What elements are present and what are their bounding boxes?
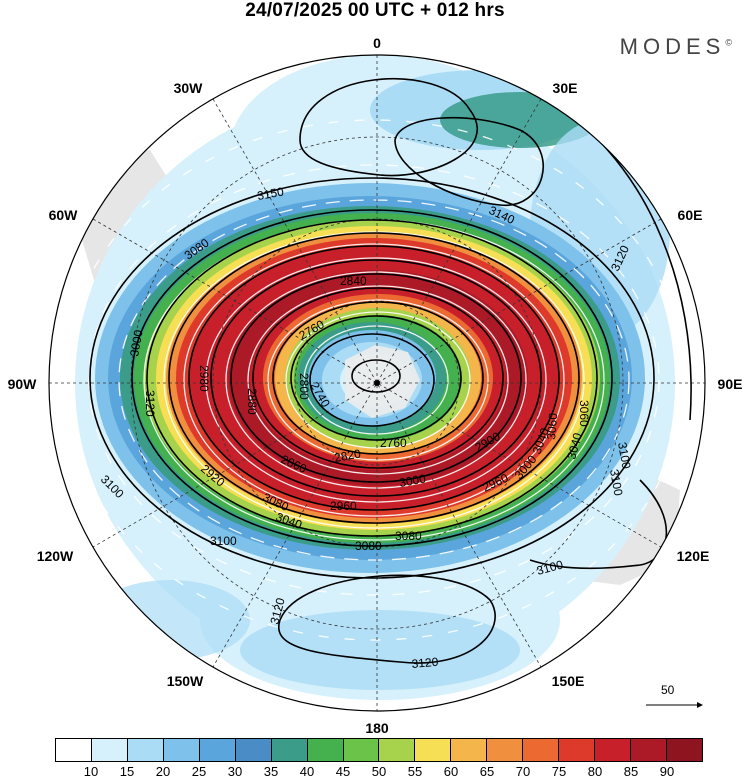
colorbar-segment (559, 739, 596, 761)
pole-marker (374, 380, 380, 386)
map-title: 24/07/2025 00 UTC + 012 hrs (245, 0, 505, 21)
contour-label: 3060 (544, 412, 560, 440)
contour-label: 3000 (127, 328, 145, 357)
contour-label: 3120 (267, 596, 288, 626)
contour-label: 2820 (333, 446, 362, 464)
contour-label: 3120 (411, 655, 439, 671)
contour-label: 2840 (340, 274, 367, 288)
colorbar-tick-label: 50 (371, 764, 387, 779)
colorbar-tick-labels: 10 15 20 25 30 35 40 45 50 55 60 65 70 75 80 85 90 (55, 764, 703, 782)
contour-label: 3150 (256, 184, 285, 202)
reference-vector-label: 50 (661, 683, 675, 697)
colorbar-segment (379, 739, 416, 761)
lon-label-120e: 120E (677, 548, 710, 564)
colorbar-segment (199, 739, 236, 761)
lon-label-90e: 90E (718, 376, 743, 392)
colorbar-segment (91, 739, 128, 761)
brand-mark: © (725, 37, 732, 48)
lon-label-0: 0 (373, 35, 381, 51)
brand-text: MODES (619, 34, 726, 59)
contour-label: 2760 (380, 436, 407, 450)
lon-label-60w: 60W (49, 207, 79, 223)
lon-label-30w: 30W (174, 80, 204, 96)
lon-label-180: 180 (365, 720, 389, 736)
colorbar-segment (271, 739, 308, 761)
colorbar-tick-label: 60 (443, 764, 459, 779)
colorbar-tick-label: 80 (587, 764, 603, 779)
contour-label: 3080 (355, 539, 382, 553)
lon-label-30e: 30E (553, 80, 578, 96)
contour-label: 3080 (395, 529, 422, 543)
colorbar-tick-label: 55 (407, 764, 423, 779)
lon-label-150w: 150W (167, 673, 204, 689)
colorbar-segment (343, 739, 380, 761)
contour-label: 2800 (297, 373, 311, 400)
colorbar (55, 738, 703, 762)
colorbar-segment (451, 739, 488, 761)
colorbar-segment (523, 739, 560, 761)
height-contours (89, 77, 692, 664)
colorbar-tick-label: 10 (83, 764, 99, 779)
colorbar-tick-label: 30 (227, 764, 243, 779)
contour-label: 2980 (197, 365, 211, 392)
colorbar-segment (415, 739, 452, 761)
contour-label: 3060 (577, 400, 591, 427)
colorbar-tick-label: 25 (191, 764, 207, 779)
contour-label: 3100 (607, 468, 625, 497)
colorbar-tick-label: 20 (155, 764, 171, 779)
land-antarctica (345, 345, 420, 418)
colorbar-segment (235, 739, 272, 761)
contour-label: 3100 (615, 441, 633, 470)
contour-label: 3040 (564, 431, 585, 461)
colorbar-tick-label: 45 (335, 764, 351, 779)
longitude-labels: 0 30E 60E 90E 120E 150E 180 150W 120W 90… (8, 35, 743, 736)
contour-label: 3100 (535, 557, 565, 578)
colorbar-tick-label: 15 (119, 764, 135, 779)
contour-label: 3000 (398, 471, 427, 489)
contour-label: 2880 (245, 388, 259, 415)
colorbar-tick-label: 90 (659, 764, 675, 779)
contour-label: 3100 (210, 534, 237, 548)
colorbar-tick-label: 35 (263, 764, 279, 779)
colorbar-segment (631, 739, 667, 761)
contour-label: 2960 (330, 499, 357, 513)
colorbar-tick-label: 85 (623, 764, 639, 779)
map-boundary (48, 54, 706, 712)
colorbar-tick-label: 70 (515, 764, 531, 779)
contour-label: 3120 (143, 390, 157, 417)
brand-logo: MODES© (620, 34, 732, 60)
colorbar-segment (666, 739, 702, 761)
colorbar-segment (307, 739, 344, 761)
lon-label-60e: 60E (678, 207, 703, 223)
colorbar-tick-label: 75 (551, 764, 567, 779)
colorbar-segment (127, 739, 164, 761)
wind-speed-field (49, 55, 705, 711)
lon-label-120w: 120W (37, 548, 74, 564)
wind-vectors (63, 119, 685, 641)
colorbar-segment (595, 739, 631, 761)
colorbar-tick-label: 65 (479, 764, 495, 779)
lon-label-90w: 90W (8, 376, 38, 392)
colorbar-segment (56, 739, 92, 761)
lon-label-150e: 150E (552, 673, 585, 689)
colorbar-tick-label: 40 (299, 764, 315, 779)
colorbar-segment (487, 739, 524, 761)
colorbar-segment (163, 739, 200, 761)
